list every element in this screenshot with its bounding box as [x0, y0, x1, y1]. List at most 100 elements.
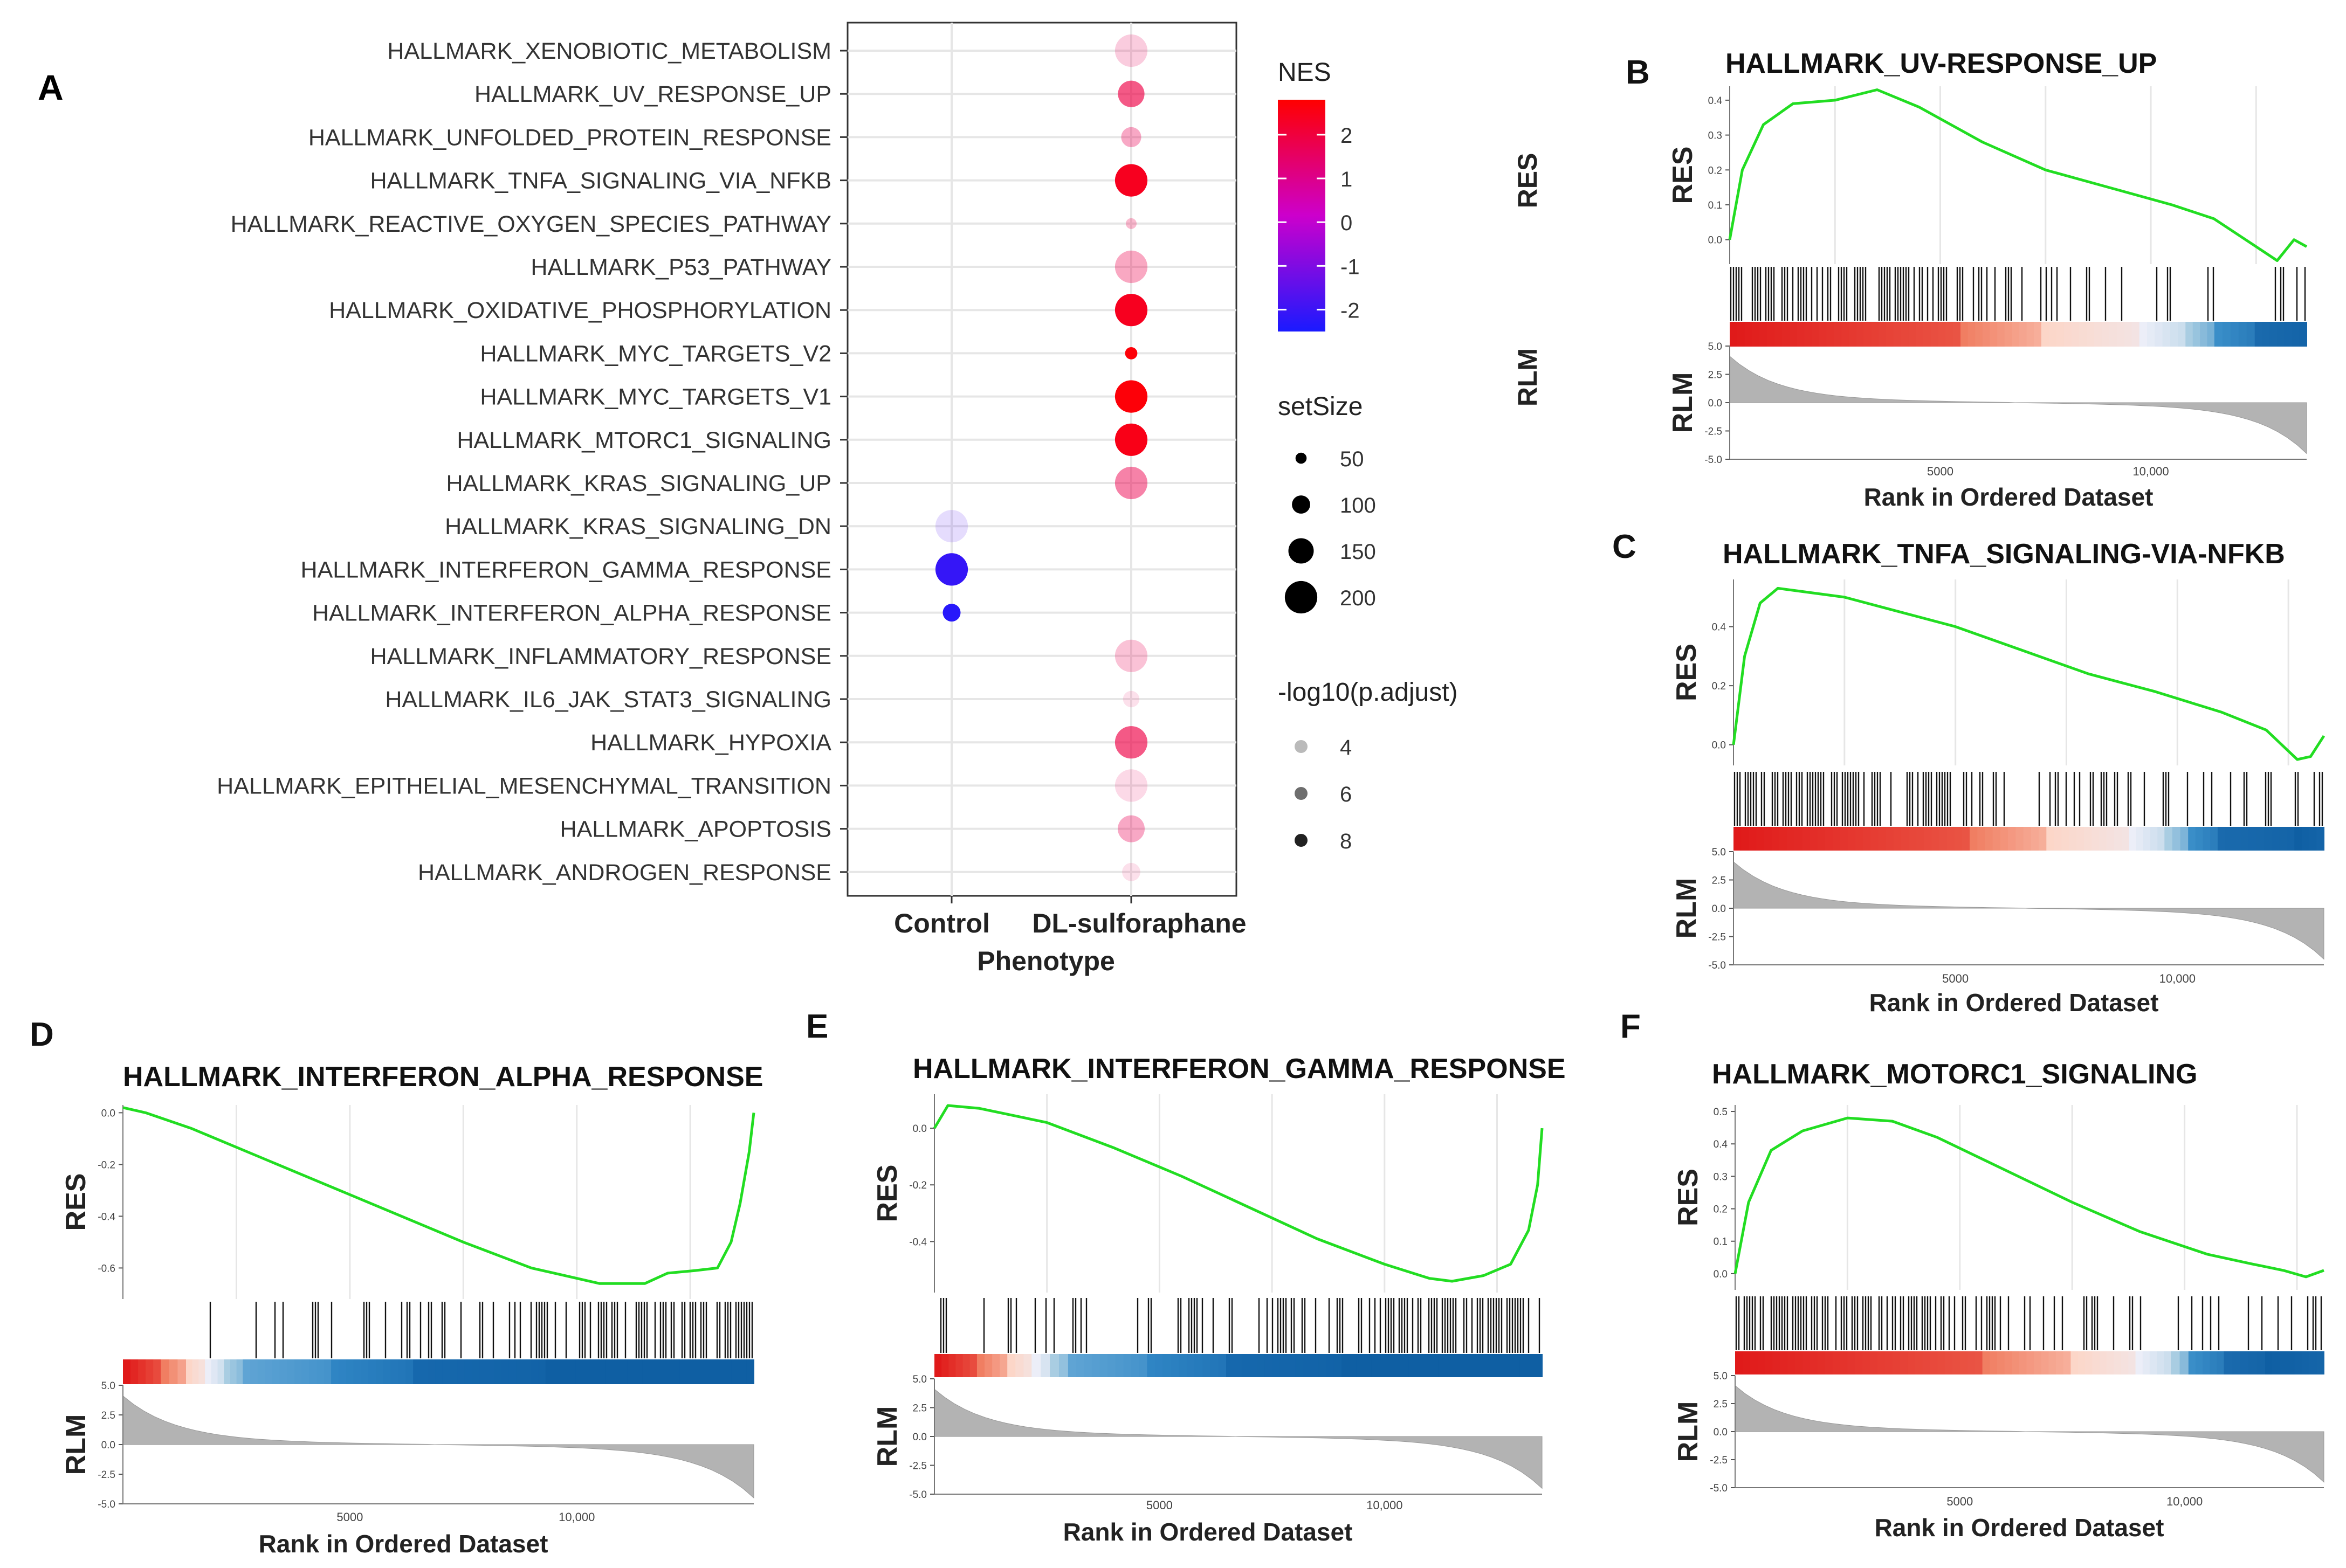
res-tick-label: -0.2	[98, 1159, 115, 1171]
panel-title: HALLMARK_MOTORC1_SIGNALING	[1712, 1059, 2197, 1090]
heatmap-cell	[1445, 1354, 1454, 1377]
heatmap-cell	[2301, 827, 2310, 851]
heatmap-cell	[2109, 322, 2117, 347]
x-axis-title: Rank in Ordered Dataset	[1063, 1518, 1353, 1546]
rlm-tick-label: 5.0	[1708, 341, 1722, 353]
heatmap-cell	[2214, 322, 2223, 347]
heatmap-cell	[739, 1359, 747, 1384]
heatmap-cell	[1349, 1354, 1357, 1377]
heatmap-cell	[545, 1359, 554, 1384]
heatmap-cell	[2114, 827, 2122, 851]
heatmap-cell	[1877, 1351, 1886, 1374]
x-tick-label: 5000	[1146, 1498, 1173, 1512]
heatmap-cell	[217, 1359, 225, 1384]
heatmap-cell	[442, 1359, 451, 1384]
heatmap-cell	[1977, 827, 1986, 851]
x-tick-label: 5000	[336, 1510, 363, 1524]
dot	[1114, 423, 1148, 456]
heatmap-cell	[1862, 1351, 1871, 1374]
heatmap-cell	[746, 1359, 754, 1384]
heatmap-cell	[1179, 1354, 1187, 1377]
panel-letter: C	[1612, 528, 1636, 565]
rlm-tick-label: -5.0	[1710, 1483, 1728, 1494]
x-tick-label: 5000	[1942, 972, 1969, 985]
heatmap-cell	[1786, 827, 1795, 851]
heatmap-cell	[2309, 827, 2317, 851]
pathway-label: HALLMARK_KRAS_SIGNALING_UP	[446, 471, 831, 496]
heatmap-cell	[642, 1359, 650, 1384]
heatmap-cell	[2240, 1351, 2249, 1374]
heatmap-cell	[1107, 1354, 1116, 1377]
heatmap-cell	[2099, 1351, 2108, 1374]
heatmap-cell	[694, 1359, 703, 1384]
heatmap-cell	[2188, 1351, 2196, 1374]
heatmap-cell	[2256, 1351, 2266, 1374]
heatmap-cell	[177, 1359, 187, 1384]
heatmap-cell	[531, 1359, 539, 1384]
heatmap-cell	[1460, 1354, 1469, 1377]
heatmap-cell	[1975, 322, 1983, 347]
heatmap-cell	[1863, 322, 1872, 347]
heatmap-cell	[1468, 1354, 1476, 1377]
heatmap-cell	[2254, 322, 2263, 347]
heatmap-cell	[2178, 322, 2186, 347]
heatmap-cell	[2164, 1351, 2172, 1374]
heatmap-cell	[1992, 827, 2001, 851]
heatmap-cell	[664, 1359, 673, 1384]
panel-f: F HALLMARK_MOTORC1_SIGNALING 0.5 0.4 0.3 0.2 0…	[1620, 1008, 2324, 1542]
heatmap-cell	[2054, 827, 2062, 851]
heatmap-cell	[2262, 322, 2271, 347]
panel-title: HALLMARK_INTERFERON_ALPHA_RESPONSE	[123, 1061, 763, 1093]
heatmap-cell	[1975, 1351, 1983, 1374]
heatmap-cell	[1909, 827, 1917, 851]
res-axis-title: RES	[872, 1165, 903, 1222]
res-axis-title: RES	[1667, 147, 1698, 204]
heatmap-cell	[2048, 322, 2057, 347]
panel-d: D HALLMARK_INTERFERON_ALPHA_RESPONSE 0.0 -0…	[30, 1016, 763, 1558]
panel-letter: D	[30, 1016, 54, 1053]
heatmap-cell	[2131, 322, 2140, 347]
legend-title-padj: -log10(p.adjust)	[1278, 678, 1458, 707]
heatmap-cell	[2188, 827, 2196, 851]
heatmap-cell	[316, 1359, 325, 1384]
heatmap-cell	[508, 1359, 517, 1384]
res-tick-label: 0.0	[913, 1123, 927, 1135]
heatmap-cell	[1939, 827, 1948, 851]
heatmap-cell	[2129, 827, 2137, 851]
x-tick-label: DL-sulforaphane	[1032, 908, 1246, 938]
heatmap-cell	[1794, 827, 1803, 851]
heatmap-cell	[294, 1359, 302, 1384]
res-tick-label: -0.4	[98, 1211, 115, 1222]
pathway-label: HALLMARK_OXIDATIVE_PHOSPHORYLATION	[329, 298, 831, 323]
heatmap-cell	[2224, 1351, 2233, 1374]
heatmap-cell	[1997, 322, 2005, 347]
heatmap-cell	[2240, 827, 2249, 851]
heatmap-cell	[2106, 827, 2115, 851]
pathway-label: HALLMARK_ANDROGEN_RESPONSE	[418, 860, 831, 886]
rlm-tick-label: 0.0	[913, 1432, 927, 1443]
heatmap-cell	[2294, 827, 2302, 851]
res-tick-label: 0.5	[1714, 1107, 1728, 1118]
heatmap-cell	[2272, 1351, 2280, 1374]
rlm-tick-label: -2.5	[1704, 426, 1722, 438]
heatmap-cell	[1797, 322, 1805, 347]
legend-size-label: 100	[1340, 494, 1376, 517]
heatmap-cell	[1765, 1351, 1773, 1374]
heatmap-cell	[123, 1359, 131, 1384]
heatmap-cell	[1007, 1354, 1016, 1377]
pathway-label: HALLMARK_INTERFERON_GAMMA_RESPONSE	[301, 557, 831, 583]
res-tick-label: 0.1	[1708, 200, 1722, 211]
res-tick-label: 0.0	[1708, 235, 1722, 246]
heatmap-cell	[2086, 322, 2095, 347]
heatmap-cell	[1878, 827, 1887, 851]
heatmap-cell	[2135, 1351, 2143, 1374]
heatmap-cell	[1512, 1354, 1521, 1377]
heatmap-cell	[2092, 827, 2100, 851]
heatmap-cell	[2246, 322, 2255, 347]
heatmap-cell	[1015, 1354, 1024, 1377]
heatmap-cell	[1953, 322, 1961, 347]
heatmap-cell	[1482, 1354, 1491, 1377]
heatmap-cell	[192, 1359, 199, 1384]
dot	[1123, 690, 1140, 708]
heatmap-cell	[1475, 1354, 1483, 1377]
